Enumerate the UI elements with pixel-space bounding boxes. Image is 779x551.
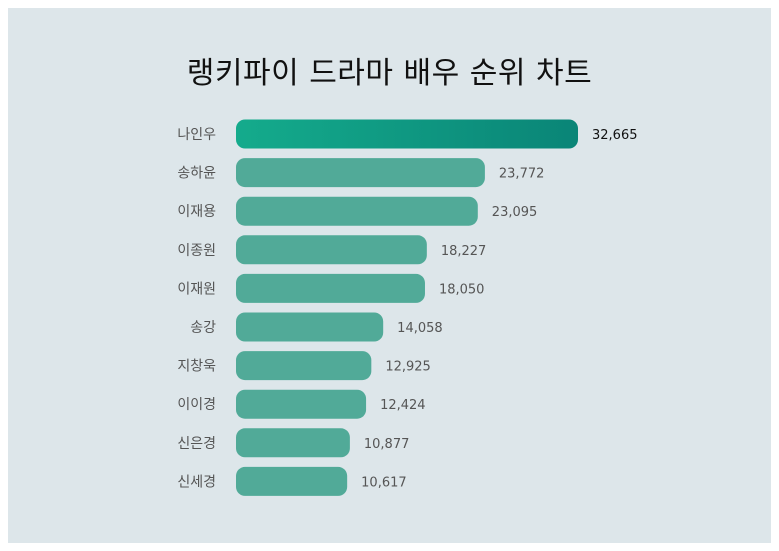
- category-label: 이재용: [177, 204, 216, 220]
- category-label: 송강: [190, 320, 216, 336]
- bar-7: [236, 351, 372, 381]
- bar-9: [236, 428, 350, 458]
- bar-5: [236, 273, 425, 303]
- bar-2: [236, 158, 485, 188]
- category-label: 지창욱: [177, 359, 216, 375]
- value-label: 10,877: [364, 437, 410, 452]
- value-label: 18,227: [441, 244, 487, 259]
- category-label: 신세경: [177, 474, 216, 490]
- value-label: 12,424: [380, 398, 426, 413]
- category-label: 이재원: [177, 281, 216, 297]
- bar-10: [236, 466, 348, 496]
- chart-title: 랭키파이 드라마 배우 순위 차트: [186, 56, 593, 91]
- value-label: 18,050: [439, 282, 485, 297]
- category-label: 이이경: [177, 397, 216, 413]
- bar-4: [236, 235, 427, 265]
- category-label: 신은경: [177, 436, 216, 452]
- value-label: 23,095: [492, 205, 538, 220]
- value-label: 10,617: [361, 475, 407, 490]
- value-label: 32,665: [592, 128, 638, 143]
- bar-3: [236, 196, 478, 226]
- bar-1: [236, 119, 578, 149]
- category-label: 나인우: [177, 127, 216, 143]
- value-label: 14,058: [397, 321, 443, 336]
- value-label: 12,925: [385, 360, 431, 375]
- bar-6: [236, 312, 384, 342]
- bar-8: [236, 389, 367, 419]
- category-label: 송하윤: [177, 166, 216, 182]
- category-label: 이종원: [177, 243, 216, 259]
- value-label: 23,772: [499, 167, 545, 182]
